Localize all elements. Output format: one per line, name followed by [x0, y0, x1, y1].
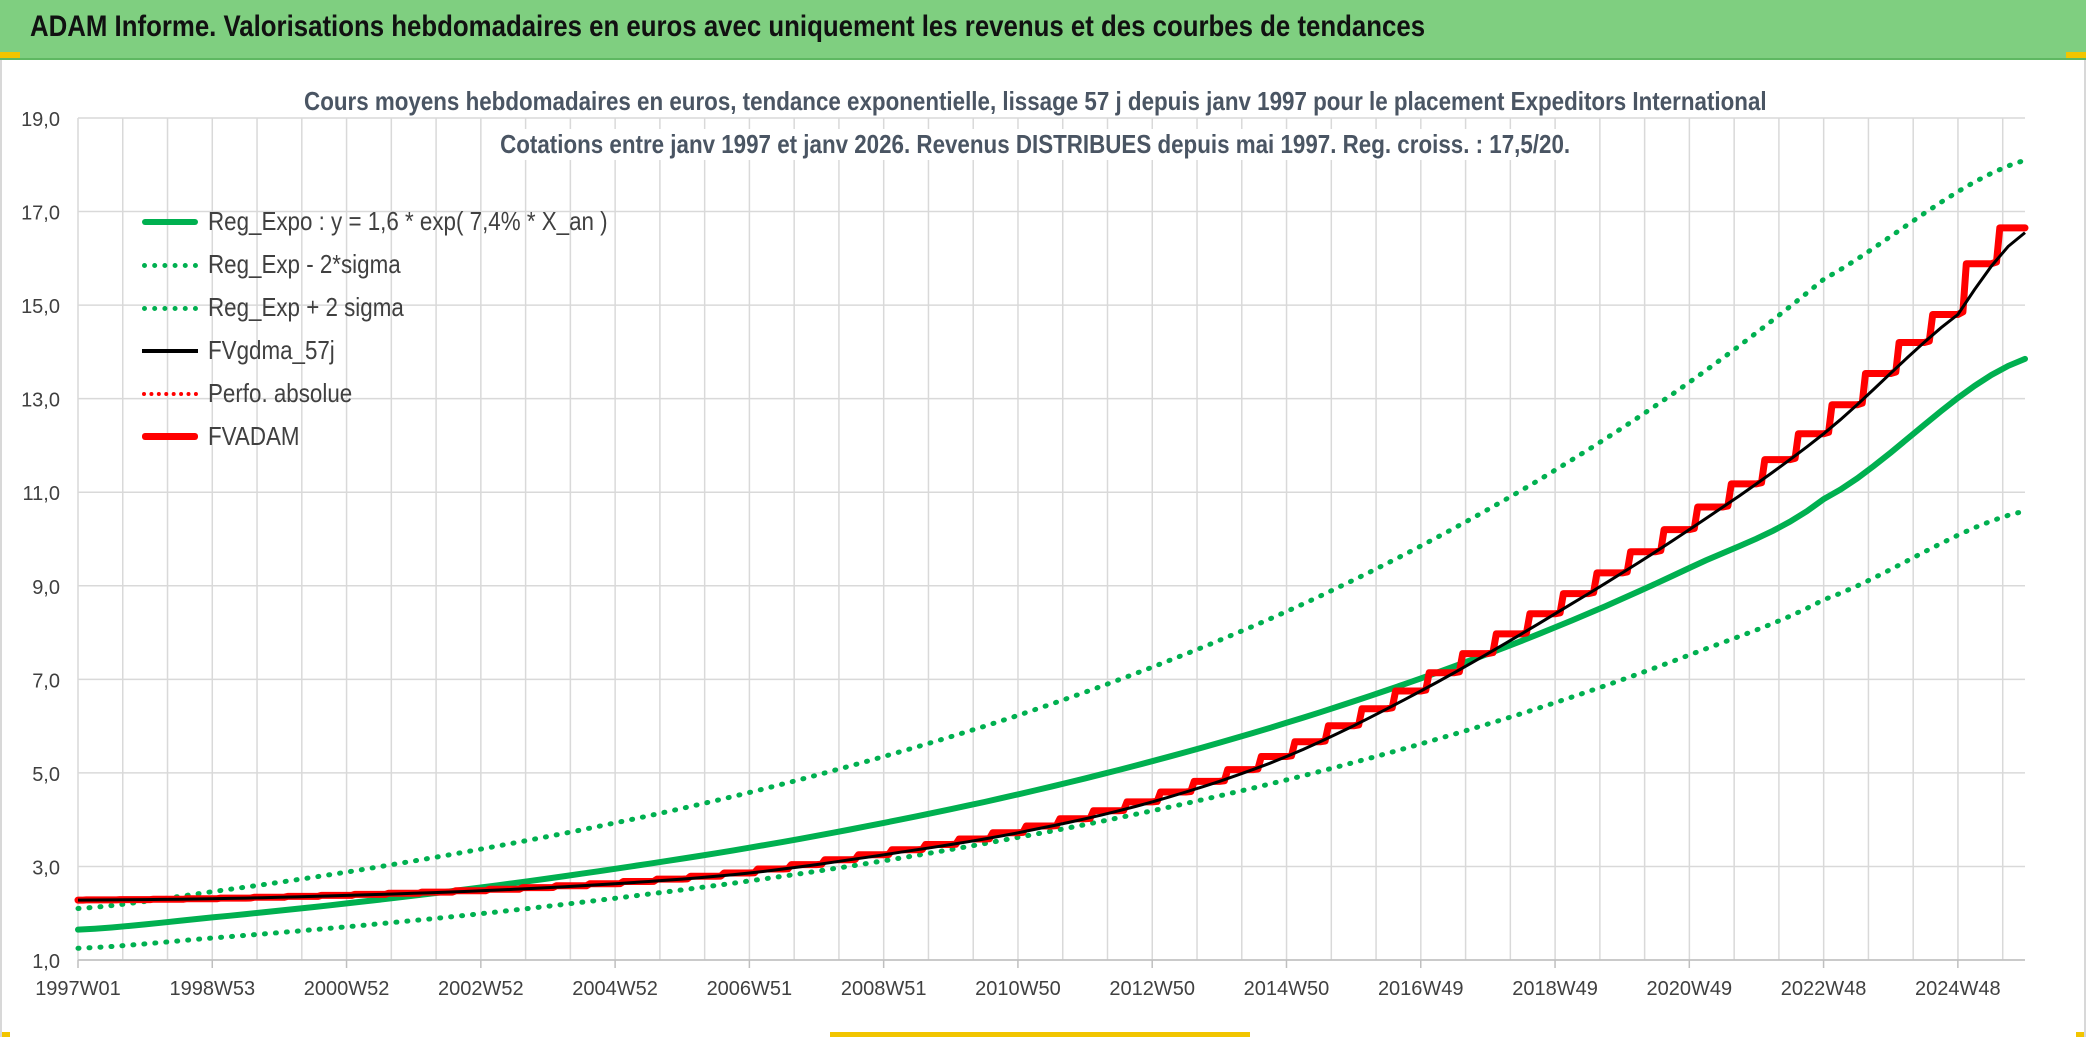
y-tick-label: 5,0	[32, 764, 60, 786]
x-tick-label: 2012W50	[1109, 978, 1195, 1000]
series-line-reg-exp-minus	[75, 508, 2028, 951]
legend-swatch-reg-expo	[138, 210, 202, 234]
legend-label-perfo-absolue: Perfo. absolue	[208, 378, 353, 408]
y-tick-label: 7,0	[32, 670, 60, 692]
x-tick-label: 1998W53	[169, 978, 255, 1000]
legend-item-fvgdma: FVgdma_57j	[138, 329, 673, 372]
x-tick-label: 2010W50	[975, 978, 1061, 1000]
legend-item-reg-expo: Reg_Expo : y = 1,6 * exp( 7,4% * X_an )	[138, 200, 673, 243]
legend-swatch-fvgdma	[138, 339, 202, 363]
y-tick-label: 9,0	[32, 577, 60, 599]
y-tick-label: 19,0	[21, 109, 60, 131]
bottom-accent-bar	[830, 1032, 1250, 1037]
x-tick-label: 2000W52	[304, 978, 390, 1000]
legend-label-fvadam: FVADAM	[208, 421, 300, 451]
legend-label-reg-exp-plus: Reg_Exp + 2 sigma	[208, 292, 404, 322]
x-tick-label: 1997W01	[35, 978, 121, 1000]
y-tick-label: 1,0	[32, 951, 60, 973]
corner-accent-left	[0, 52, 20, 58]
x-tick-label: 2004W52	[572, 978, 658, 1000]
x-tick-label: 2016W49	[1378, 978, 1464, 1000]
report-title: ADAM Informe. Valorisations hebdomadaire…	[30, 10, 1426, 43]
x-tick-label: 2020W49	[1646, 978, 1732, 1000]
legend-swatch-perfo-absolue	[138, 382, 202, 406]
legend-swatch-reg-exp-minus	[138, 253, 202, 277]
report-banner: ADAM Informe. Valorisations hebdomadaire…	[0, 0, 2086, 60]
legend-item-perfo-absolue: Perfo. absolue	[138, 372, 673, 415]
legend-label-fvgdma: FVgdma_57j	[208, 335, 335, 365]
legend-label-reg-expo: Reg_Expo : y = 1,6 * exp( 7,4% * X_an )	[208, 206, 608, 236]
x-tick-label: 2014W50	[1244, 978, 1330, 1000]
legend-item-reg-exp-minus: Reg_Exp - 2*sigma	[138, 243, 673, 286]
y-tick-label: 11,0	[23, 483, 60, 505]
legend-item-fvadam: FVADAM	[138, 415, 673, 458]
y-tick-label: 17,0	[21, 203, 60, 225]
series-line-fvgdma	[77, 231, 2026, 902]
series-line-reg-expo	[75, 355, 2028, 933]
chart-title-line-2: Cotations entre janv 1997 et janv 2026. …	[160, 129, 1910, 160]
x-tick-label: 2002W52	[438, 978, 524, 1000]
legend-label-reg-exp-minus: Reg_Exp - 2*sigma	[208, 249, 401, 279]
series-line-reg-exp-plus	[75, 157, 2028, 911]
x-tick-label: 2008W51	[841, 978, 927, 1000]
y-tick-label: 15,0	[21, 296, 60, 318]
chart-title-line-1: Cours moyens hebdomadaires en euros, ten…	[160, 86, 1910, 117]
corner-accent-right	[2066, 52, 2086, 58]
legend-swatch-fvadam	[138, 425, 202, 449]
x-tick-label: 2022W48	[1781, 978, 1867, 1000]
chart-frame	[0, 60, 2086, 1037]
x-tick-label: 2006W51	[707, 978, 793, 1000]
chart-legend: Reg_Expo : y = 1,6 * exp( 7,4% * X_an ) …	[138, 200, 673, 458]
x-tick-label: 2024W48	[1915, 978, 2001, 1000]
x-tick-label: 2018W49	[1512, 978, 1598, 1000]
y-tick-label: 3,0	[32, 857, 60, 879]
corner-accent-bottom-left	[0, 1032, 10, 1037]
legend-item-reg-exp-plus: Reg_Exp + 2 sigma	[138, 286, 673, 329]
legend-swatch-reg-exp-plus	[138, 296, 202, 320]
corner-accent-bottom-right	[2076, 1032, 2086, 1037]
y-tick-label: 13,0	[21, 390, 60, 412]
